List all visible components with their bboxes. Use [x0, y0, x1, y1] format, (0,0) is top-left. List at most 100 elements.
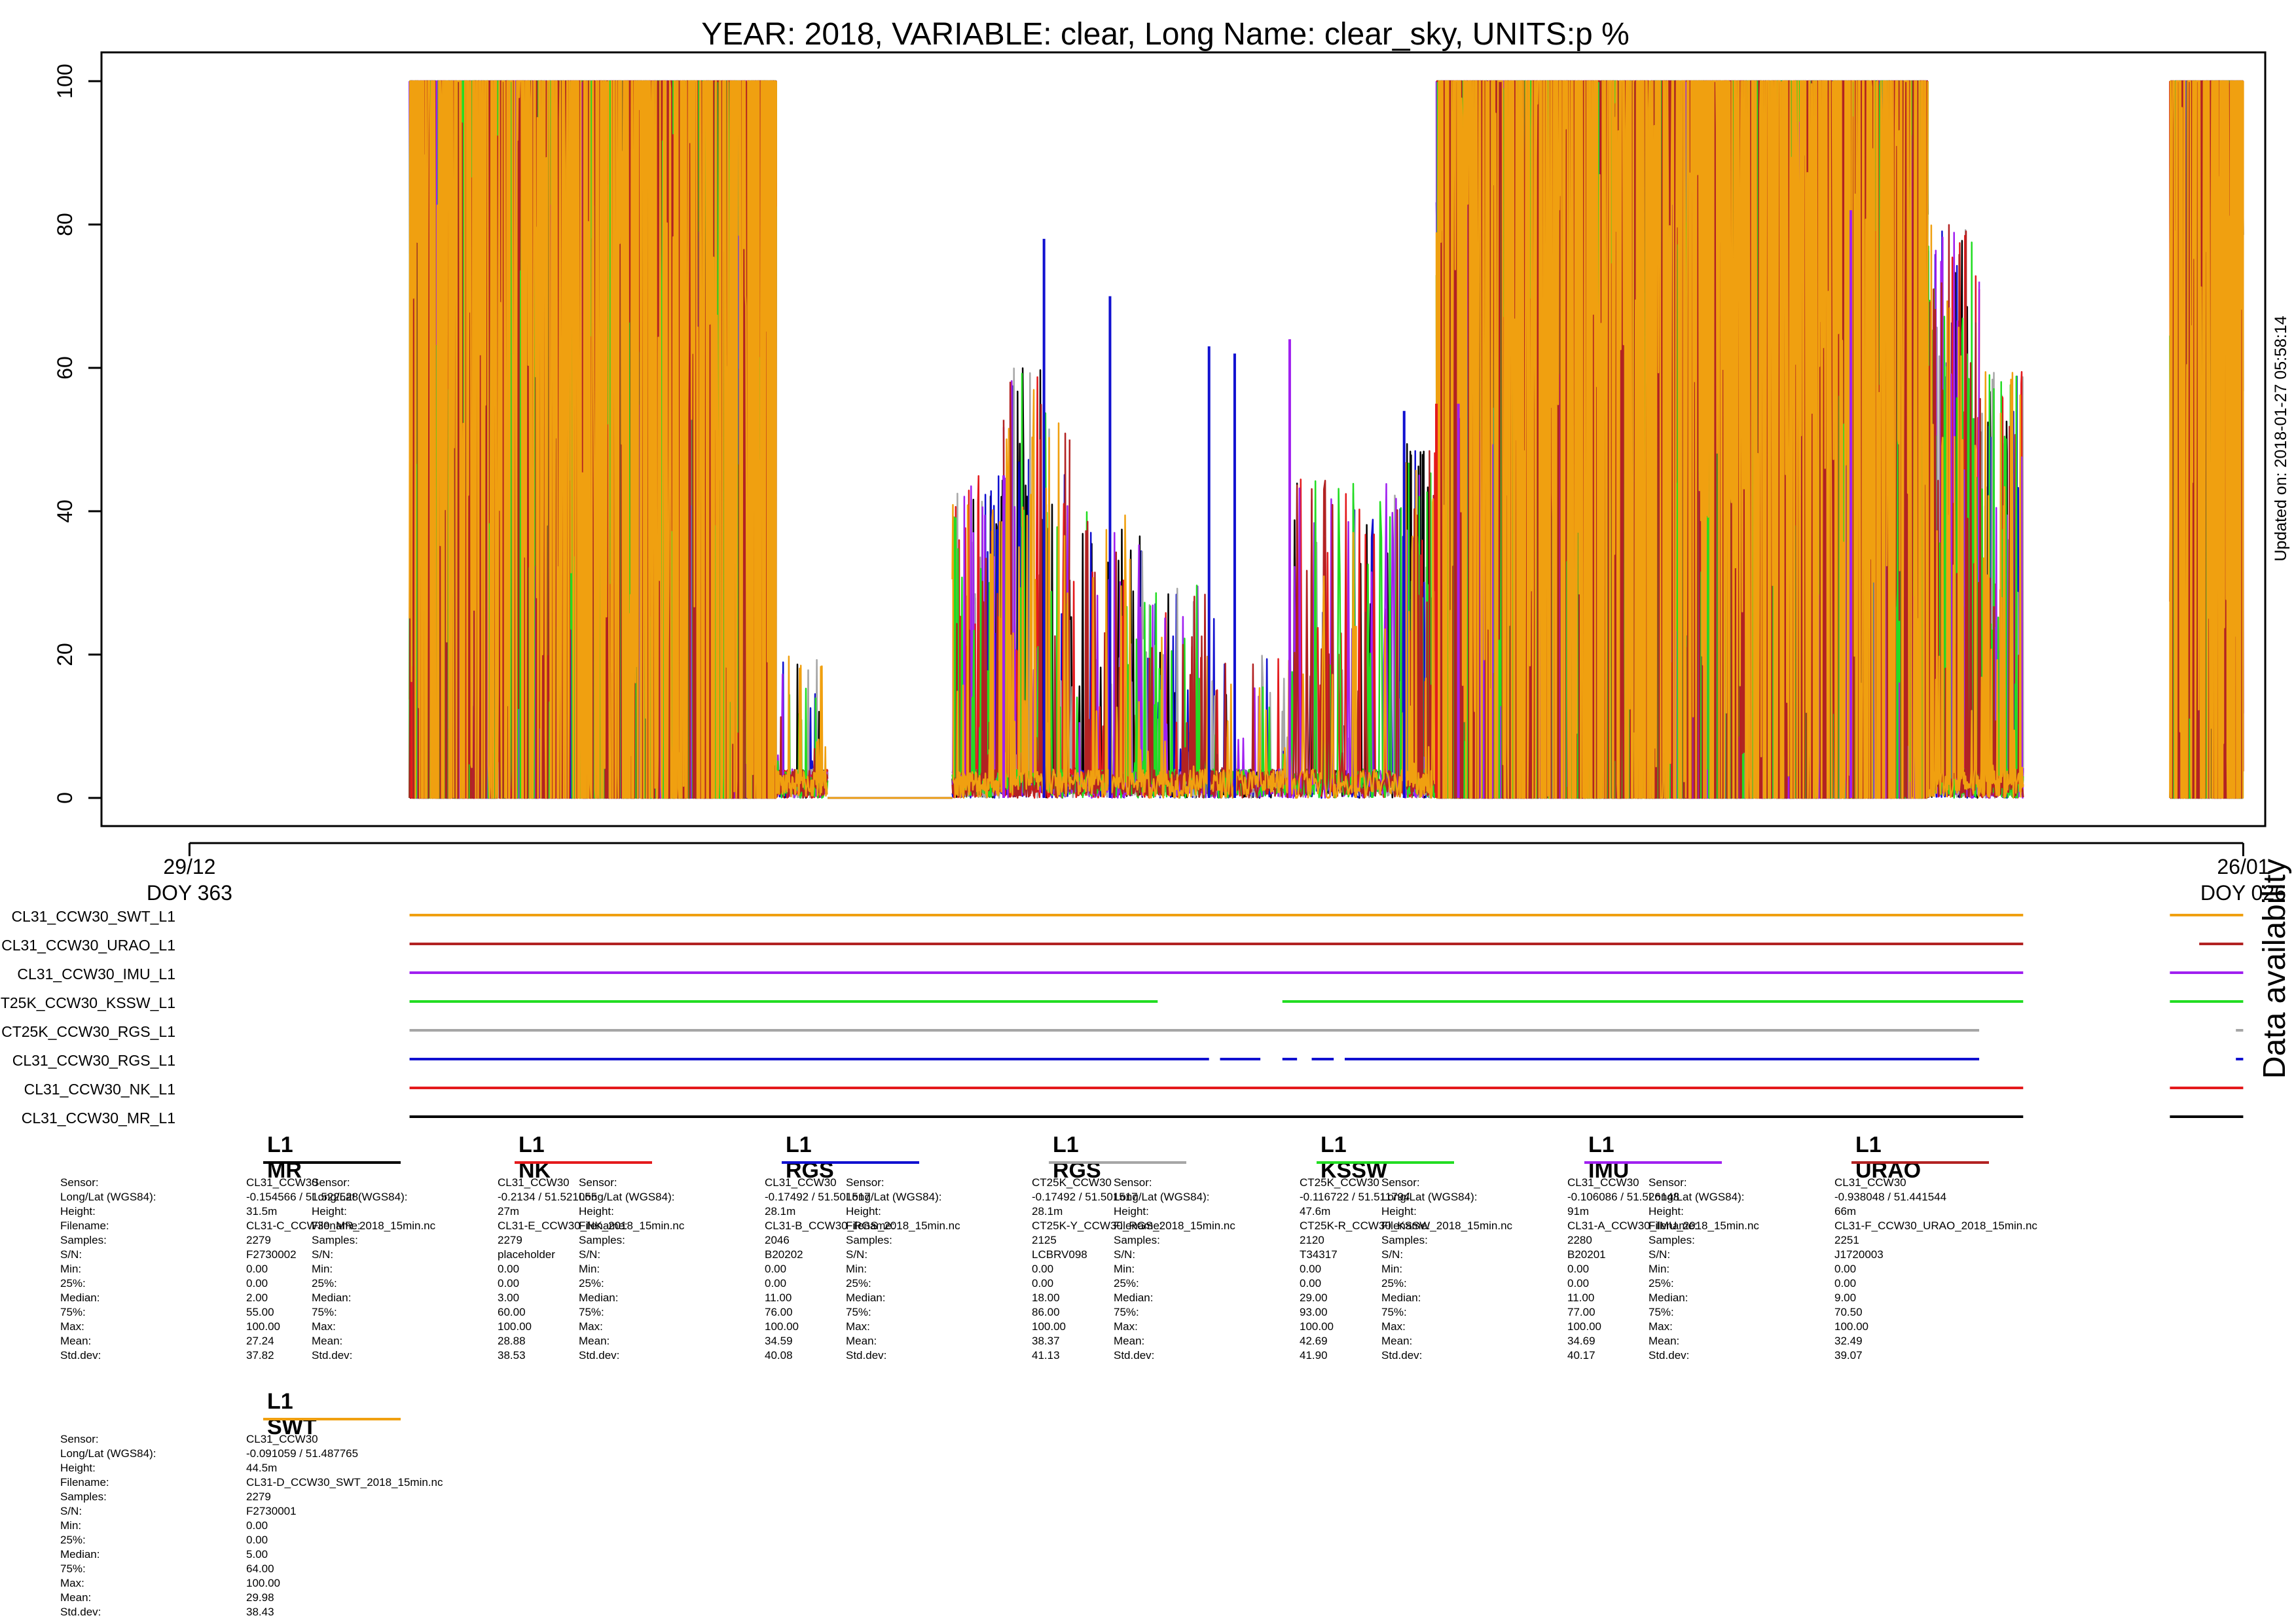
stat-value: CL31_CCW30 — [765, 1176, 837, 1189]
stat-value: CL31_CCW30 — [246, 1433, 318, 1445]
stat-label: Long/Lat (WGS84): — [312, 1191, 408, 1203]
stat-label: Sensor: — [846, 1176, 884, 1189]
stat-label: Min: — [60, 1263, 82, 1275]
stat-value: 37.82 — [246, 1349, 274, 1362]
stat-label: S/N: — [579, 1248, 601, 1261]
stat-label: Samples: — [60, 1490, 107, 1503]
stat-value: 3.00 — [498, 1291, 520, 1304]
series-line-CL31_CCW30_SWT_L1 — [555, 80, 609, 799]
stat-label: Height: — [579, 1205, 614, 1218]
stat-label: Max: — [1381, 1320, 1406, 1333]
stat-label: Mean: — [846, 1335, 877, 1347]
availability-row-label: CT25K_CCW30_RGS_L1 — [1, 1023, 175, 1040]
stat-value: CL31_CCW30 — [498, 1176, 570, 1189]
stat-value: 100.00 — [246, 1320, 280, 1333]
stat-label: Std.dev: — [60, 1349, 101, 1362]
stat-label: S/N: — [846, 1248, 868, 1261]
stat-label: S/N: — [1381, 1248, 1404, 1261]
stat-label: Samples: — [579, 1234, 625, 1246]
stat-label: Long/Lat (WGS84): — [60, 1191, 156, 1203]
series-line-CL31_CCW30_SWT_L1 — [1582, 80, 1635, 799]
stat-value: -0.091059 / 51.487765 — [246, 1447, 359, 1460]
stat-value: CL31-F_CCW30_URAO_2018_15min.nc — [1834, 1219, 2037, 1232]
stat-label: Sensor: — [1649, 1176, 1687, 1189]
stat-label: Max: — [1114, 1320, 1138, 1333]
x-tick-date: 26/01 — [2217, 855, 2269, 878]
station-title-underline — [263, 1161, 401, 1164]
stat-label: Filename: — [579, 1219, 628, 1232]
series-line-CL31_CCW30_SWT_L1 — [1435, 80, 1489, 799]
x-tick-doy: DOY 026 — [2200, 881, 2286, 905]
stat-value: -0.17492 / 51.501517 — [765, 1191, 871, 1203]
stat-label: Min: — [60, 1519, 82, 1532]
stat-label: Long/Lat (WGS84): — [1381, 1191, 1478, 1203]
stat-label: 25%: — [846, 1277, 871, 1290]
stat-value: 29.98 — [246, 1591, 274, 1604]
stat-label: Median: — [312, 1291, 352, 1304]
series-line-CL31_CCW30_SWT_L1 — [1487, 80, 1540, 799]
stat-value: 27.24 — [246, 1335, 274, 1347]
stat-label: Mean: — [579, 1335, 610, 1347]
stat-label: Mean: — [1649, 1335, 1680, 1347]
stat-value: 2046 — [765, 1234, 790, 1246]
series-line-CL31_CCW30_SWT_L1 — [1633, 80, 1687, 799]
station-title-underline — [1049, 1161, 1186, 1164]
stat-label: Std.dev: — [846, 1349, 887, 1362]
stat-value: 9.00 — [1834, 1291, 1857, 1304]
stat-label: Max: — [579, 1320, 603, 1333]
stat-value: -0.2134 / 51.521055 — [498, 1191, 598, 1203]
stat-value: 2.00 — [246, 1291, 268, 1304]
stat-label: Sensor: — [60, 1176, 99, 1189]
stat-value: CT25K-Y_CCW30_RGS_2018_15min.nc — [1032, 1219, 1235, 1232]
y-tick-label: 0 — [53, 792, 77, 804]
series-line-CL31_CCW30_SWT_L1 — [1927, 225, 1980, 799]
stat-label: Samples: — [1649, 1234, 1695, 1246]
stat-value: 0.00 — [1567, 1277, 1590, 1290]
stat-value: 2125 — [1032, 1234, 1057, 1246]
stat-label: Mean: — [312, 1335, 343, 1347]
stat-label: Long/Lat (WGS84): — [579, 1191, 675, 1203]
stat-label: 25%: — [60, 1277, 86, 1290]
stat-label: Samples: — [1114, 1234, 1160, 1246]
stat-value: 70.50 — [1834, 1306, 1863, 1318]
stat-label: Sensor: — [1381, 1176, 1420, 1189]
stat-label: 75%: — [312, 1306, 337, 1318]
stat-label: 25%: — [312, 1277, 337, 1290]
stat-value: 2120 — [1300, 1234, 1324, 1246]
stat-label: Std.dev: — [579, 1349, 620, 1362]
stat-label: Height: — [1381, 1205, 1417, 1218]
stat-value: 0.00 — [1300, 1277, 1322, 1290]
stat-value: 11.00 — [1567, 1291, 1595, 1304]
stat-value: LCBRV098 — [1032, 1248, 1087, 1261]
stat-value: -0.154566 / 51.522528 — [246, 1191, 359, 1203]
stat-label: Filename: — [312, 1219, 361, 1232]
stat-value: F2730002 — [246, 1248, 297, 1261]
series-line-CL31_CCW30_SWT_L1 — [702, 80, 748, 799]
availability-row-label: CL31_CCW30_URAO_L1 — [1, 937, 175, 954]
stat-label: Median: — [1649, 1291, 1688, 1304]
stat-label: Median: — [1381, 1291, 1421, 1304]
stat-value: CT25K_CCW30 — [1300, 1176, 1379, 1189]
availability-row-label: CL31_CCW30_RGS_L1 — [12, 1052, 175, 1069]
stat-value: 18.00 — [1032, 1291, 1060, 1304]
stat-value: 5.00 — [246, 1548, 268, 1561]
stat-value: 0.00 — [1300, 1263, 1322, 1275]
stat-label: Mean: — [1114, 1335, 1145, 1347]
stat-label: Samples: — [312, 1234, 358, 1246]
stat-value: CL31_CCW30 — [1567, 1176, 1639, 1189]
availability-layer: CL31_CCW30_SWT_L1 CL31_CCW30_URAO_L1 CL31_… — [0, 908, 2244, 1127]
stat-label: Sensor: — [1114, 1176, 1152, 1189]
series-line-CL31_CCW30_SWT_L1 — [651, 80, 704, 799]
stat-value: 28.1m — [1032, 1205, 1063, 1218]
stat-label: Height: — [846, 1205, 881, 1218]
series-line-CL31_CCW30_SWT_L1 — [1142, 636, 1218, 799]
stat-label: Median: — [1114, 1291, 1154, 1304]
stat-label: Std.dev: — [1649, 1349, 1690, 1362]
stat-value: 42.69 — [1300, 1335, 1328, 1347]
stat-label: 25%: — [1381, 1277, 1407, 1290]
stat-value: 100.00 — [1834, 1320, 1868, 1333]
station-title-underline — [1317, 1161, 1454, 1164]
series-line-CL31_CCW30_SWT_L1 — [2169, 80, 2215, 799]
y-axis: 0 20 40 60 80 100 — [53, 63, 103, 804]
stat-label: Std.dev: — [312, 1349, 353, 1362]
